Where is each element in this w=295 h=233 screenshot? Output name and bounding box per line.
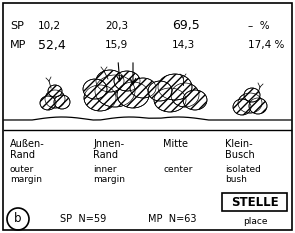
Text: 14,3: 14,3	[172, 40, 195, 50]
Text: margin: margin	[10, 175, 42, 185]
Text: Mitte: Mitte	[163, 139, 188, 149]
Ellipse shape	[117, 82, 149, 108]
Ellipse shape	[96, 70, 124, 92]
Text: STELLE: STELLE	[231, 195, 279, 209]
Text: inner: inner	[93, 164, 117, 174]
Ellipse shape	[233, 99, 251, 115]
Ellipse shape	[45, 90, 65, 108]
Text: 69,5: 69,5	[172, 20, 200, 32]
Ellipse shape	[130, 78, 156, 98]
Ellipse shape	[158, 74, 192, 100]
Text: margin: margin	[93, 175, 125, 185]
Text: Busch: Busch	[225, 150, 255, 160]
Text: 52,4: 52,4	[38, 38, 66, 51]
Text: Rand: Rand	[93, 150, 118, 160]
Text: 15,9: 15,9	[105, 40, 128, 50]
Ellipse shape	[249, 98, 267, 114]
Text: MP  N=63: MP N=63	[148, 214, 196, 224]
Ellipse shape	[114, 71, 140, 91]
Ellipse shape	[83, 79, 107, 99]
Text: 17,4 %: 17,4 %	[248, 40, 284, 50]
Ellipse shape	[154, 88, 186, 112]
Text: Außen-: Außen-	[10, 139, 45, 149]
Text: Jnnen-: Jnnen-	[93, 139, 124, 149]
Text: bush: bush	[225, 175, 247, 185]
Text: 10,2: 10,2	[38, 21, 61, 31]
Text: b: b	[14, 212, 22, 226]
Bar	[222, 193, 287, 211]
Text: Rand: Rand	[10, 150, 35, 160]
Ellipse shape	[84, 85, 116, 111]
Text: place: place	[243, 217, 267, 226]
Text: 20,3: 20,3	[105, 21, 128, 31]
Ellipse shape	[183, 90, 207, 110]
Ellipse shape	[148, 81, 172, 101]
Ellipse shape	[48, 85, 62, 97]
Ellipse shape	[54, 95, 70, 109]
Text: center: center	[163, 164, 192, 174]
Text: MP: MP	[10, 40, 26, 50]
Text: SP  N=59: SP N=59	[60, 214, 106, 224]
Text: –  %: – %	[248, 21, 270, 31]
Text: isolated: isolated	[225, 164, 261, 174]
Ellipse shape	[171, 83, 199, 107]
Text: Klein-: Klein-	[225, 139, 253, 149]
Ellipse shape	[238, 93, 262, 113]
Text: SP: SP	[10, 21, 24, 31]
Ellipse shape	[95, 75, 135, 107]
Ellipse shape	[40, 96, 56, 110]
Text: outer: outer	[10, 164, 34, 174]
Ellipse shape	[244, 88, 260, 102]
